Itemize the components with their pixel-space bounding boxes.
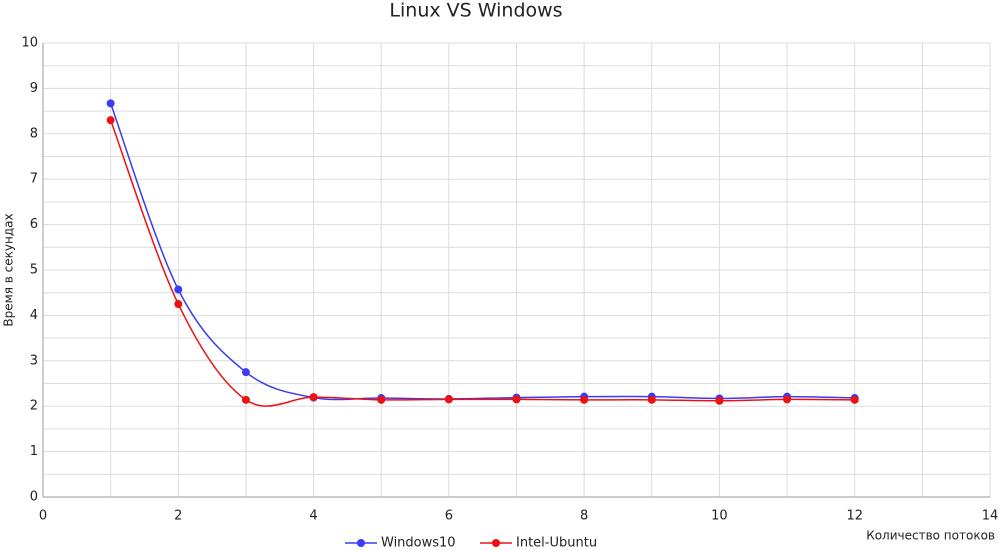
data-point [512, 395, 521, 404]
x-tick-label: 8 [580, 509, 588, 524]
x-tick-label: 12 [846, 509, 863, 524]
legend-label: Intel-Ubuntu [516, 536, 597, 550]
data-point [241, 395, 250, 404]
y-tick-label: 1 [30, 444, 38, 459]
y-axis-label: Время в секундах [2, 213, 16, 326]
y-tick-label: 2 [30, 399, 38, 414]
data-point [106, 116, 115, 125]
chart-title: Linux VS Windows [389, 0, 562, 22]
legend-marker [357, 539, 365, 547]
data-point [174, 285, 183, 294]
x-tick-label: 0 [39, 509, 47, 524]
x-tick-label: 2 [174, 509, 182, 524]
y-tick-label: 8 [30, 126, 38, 141]
y-tick-label: 9 [30, 81, 38, 96]
series-line [109, 119, 855, 407]
x-axis-label: Количество потоков [866, 529, 995, 543]
data-point [309, 393, 318, 402]
data-point [444, 395, 453, 404]
legend-label: Windows10 [381, 536, 456, 550]
y-tick-label: 7 [30, 172, 38, 187]
data-point [580, 395, 589, 404]
y-tick-label: 3 [30, 353, 38, 368]
legend-marker [492, 539, 500, 547]
series-line [109, 103, 855, 401]
y-tick-label: 4 [30, 308, 38, 323]
y-tick-label: 10 [21, 36, 38, 51]
x-tick-label: 10 [711, 509, 728, 524]
data-point [377, 395, 386, 404]
data-point [647, 395, 656, 404]
y-tick-label: 5 [30, 263, 38, 278]
data-point [783, 395, 792, 404]
y-tick-label: 6 [30, 217, 38, 232]
y-tick-label: 0 [30, 490, 38, 505]
x-tick-label: 14 [982, 509, 999, 524]
x-tick-label: 6 [445, 509, 453, 524]
data-point [241, 368, 250, 377]
data-point [850, 395, 859, 404]
x-tick-label: 4 [309, 509, 317, 524]
data-point [106, 99, 115, 108]
data-point [174, 300, 183, 309]
data-point [715, 396, 724, 405]
